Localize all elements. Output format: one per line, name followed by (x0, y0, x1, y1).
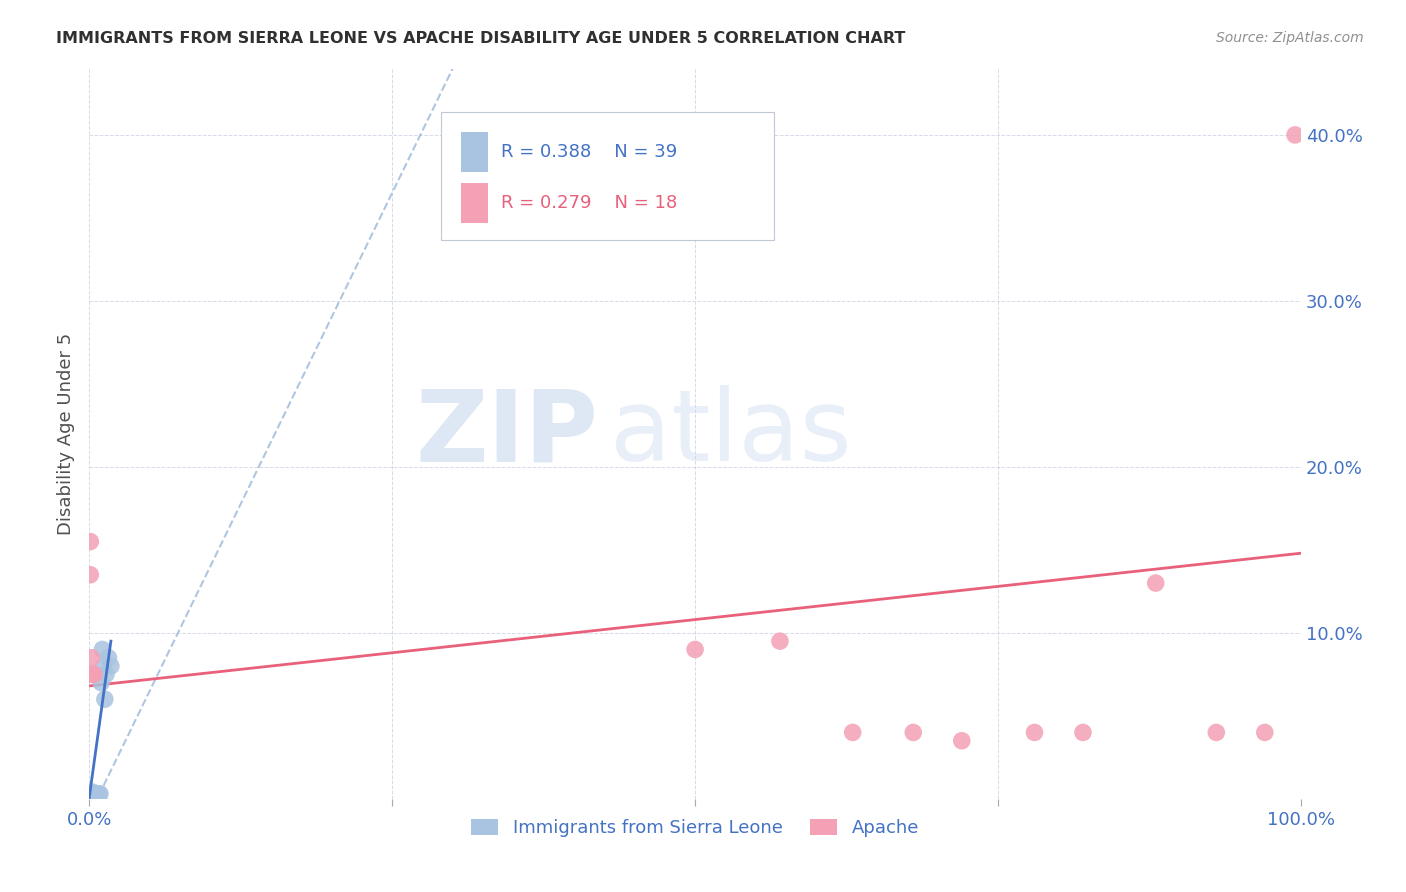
Point (79, 789, 101, 803)
Text: R = 0.388    N = 39: R = 0.388 N = 39 (501, 143, 678, 161)
Point (80, 792, 103, 806)
Y-axis label: Disability Age Under 5: Disability Age Under 5 (58, 333, 75, 535)
Text: IMMIGRANTS FROM SIERRA LEONE VS APACHE DISABILITY AGE UNDER 5 CORRELATION CHART: IMMIGRANTS FROM SIERRA LEONE VS APACHE D… (56, 31, 905, 46)
Point (1205, 725, 1227, 739)
Point (89, 787, 111, 801)
Point (80, 787, 103, 801)
Legend: Immigrants from Sierra Leone, Apache: Immigrants from Sierra Leone, Apache (464, 812, 927, 845)
Point (86, 789, 108, 803)
Point (1284, 128, 1306, 142)
Point (79, 790, 101, 805)
Point (769, 634, 792, 648)
Point (79, 790, 101, 805)
Point (683, 642, 706, 657)
Point (80, 792, 103, 806)
Point (79, 792, 101, 806)
Point (83, 787, 105, 801)
Point (80, 789, 103, 803)
FancyBboxPatch shape (461, 132, 488, 172)
Point (94, 692, 117, 706)
Point (903, 725, 925, 739)
Text: R = 0.279    N = 18: R = 0.279 N = 18 (501, 194, 678, 211)
Text: atlas: atlas (610, 385, 852, 483)
Text: Source: ZipAtlas.com: Source: ZipAtlas.com (1216, 31, 1364, 45)
Point (82, 790, 104, 805)
Point (79, 789, 101, 803)
Point (84, 787, 107, 801)
Point (79, 792, 101, 806)
Point (91, 642, 114, 657)
Point (79, 787, 101, 801)
Point (83, 790, 105, 805)
FancyBboxPatch shape (440, 112, 773, 240)
Point (79, 792, 101, 806)
Point (79, 792, 101, 806)
Point (79, 534, 101, 549)
Point (79, 792, 101, 806)
Point (82, 785, 104, 799)
Point (97, 650, 120, 665)
Point (84, 790, 107, 805)
Point (87, 787, 110, 801)
Point (80, 790, 103, 805)
Point (79, 792, 101, 806)
Point (1254, 725, 1277, 739)
Point (80, 790, 103, 805)
Point (79, 792, 101, 806)
Point (79, 790, 101, 805)
Point (1024, 725, 1046, 739)
Point (86, 789, 108, 803)
Point (79, 567, 101, 582)
Point (1144, 576, 1167, 591)
Point (80, 787, 103, 801)
Point (93, 659, 115, 673)
Point (94, 667, 117, 681)
Point (100, 659, 122, 673)
Point (841, 725, 863, 739)
Text: ZIP: ZIP (415, 385, 598, 483)
Point (82, 667, 104, 681)
Point (80, 667, 103, 681)
Point (90, 675, 112, 690)
Point (950, 733, 973, 747)
Point (1071, 725, 1094, 739)
Point (82, 667, 104, 681)
Point (82, 789, 104, 803)
Point (83, 667, 105, 681)
Point (80, 650, 103, 665)
Point (80, 792, 103, 806)
FancyBboxPatch shape (461, 183, 488, 223)
